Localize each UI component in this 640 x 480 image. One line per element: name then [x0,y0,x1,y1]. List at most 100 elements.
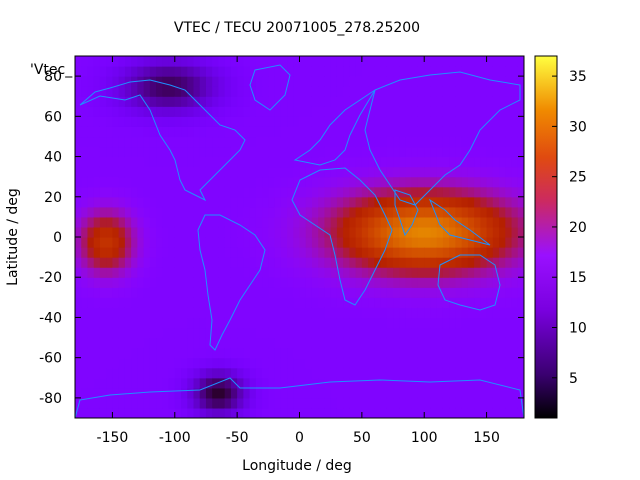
heatmap-cell [162,56,170,67]
heatmap-cell [442,146,450,158]
heatmap-cell [424,66,432,77]
heatmap-cell [405,307,413,319]
heatmap-cell [480,287,488,298]
heatmap-cell [374,106,382,117]
heatmap-cell [293,257,301,268]
heatmap-cell [461,237,469,248]
heatmap-cell [386,397,394,409]
heatmap-cell [336,387,344,399]
heatmap-cell [93,257,101,268]
heatmap-cell [106,297,114,308]
heatmap-cell [118,76,126,87]
heatmap-cell [299,96,307,107]
heatmap-cell [461,327,469,339]
heatmap-cell [81,176,89,188]
heatmap-cell [181,387,188,399]
heatmap-cell [143,196,151,208]
heatmap-cell [374,357,382,369]
heatmap-cell [361,297,369,308]
heatmap-cell [224,106,232,117]
heatmap-cell [430,367,438,379]
heatmap-cell [505,297,513,308]
heatmap-cell [374,156,382,168]
heatmap-cell [156,307,163,319]
heatmap-cell [411,287,419,298]
heatmap-cell [330,76,338,87]
heatmap-cell [87,377,95,389]
heatmap-cell [336,367,344,379]
heatmap-cell [255,327,263,339]
heatmap-cell [492,307,500,319]
heatmap-cell [311,257,319,268]
heatmap-cell [168,56,176,67]
heatmap-cell [274,216,282,228]
heatmap-cell [249,237,257,248]
heatmap-cell [305,126,313,138]
heatmap-cell [486,66,494,77]
heatmap-cell [355,297,363,308]
heatmap-cell [174,257,182,268]
heatmap-cell [87,287,95,298]
heatmap-cell [343,327,350,339]
heatmap-cell [299,287,307,298]
heatmap-cell [199,96,207,107]
heatmap-cell [118,66,126,77]
heatmap-cell [237,76,244,87]
heatmap-cell [99,96,107,107]
heatmap-cell [187,237,195,248]
heatmap-cell [305,347,313,359]
heatmap-cell [380,407,388,418]
heatmap-cell [224,56,232,67]
heatmap-cell [137,216,145,228]
heatmap-cell [199,317,207,329]
heatmap-cell [430,277,438,288]
heatmap-cell [467,287,475,298]
heatmap-cell [349,327,357,339]
heatmap-cell [517,357,524,369]
heatmap-cell [442,66,450,77]
heatmap-cell [467,337,475,349]
heatmap-cell [492,116,500,127]
heatmap-cell [99,116,107,127]
heatmap-cell [436,166,444,178]
heatmap-cell [368,347,375,359]
heatmap-cell [218,347,226,359]
heatmap-cell [449,287,457,298]
heatmap-cell [87,247,95,258]
coastline-greenland [249,64,291,111]
heatmap-cell [393,226,400,238]
heatmap-cell [81,357,89,369]
heatmap-cell [93,367,101,379]
heatmap-cell [499,307,506,319]
heatmap-cell [149,267,157,278]
heatmap-cell [237,106,244,117]
heatmap-cell [474,267,481,278]
heatmap-cell [181,367,188,379]
heatmap-cell [174,176,182,188]
heatmap-cell [511,86,519,97]
heatmap-cell [486,287,494,298]
colorbar-tick-label: 25 [569,170,587,186]
y-tick-label: 80 [44,69,62,85]
heatmap-cell [156,267,163,278]
heatmap-cell [349,237,357,248]
heatmap-cell [81,327,89,339]
heatmap-cell [212,367,220,379]
heatmap-cell [505,136,513,148]
heatmap-cell [243,126,251,138]
heatmap-cell [424,126,432,138]
heatmap-cell [442,327,450,339]
heatmap-cell [455,76,463,87]
heatmap-cell [193,146,201,158]
heatmap-cell [355,226,363,238]
heatmap-cell [187,367,195,379]
heatmap-cell [455,317,463,329]
heatmap-cell [442,307,450,319]
heatmap-cell [505,267,513,278]
heatmap-cell [124,186,132,198]
heatmap-cell [249,116,257,127]
heatmap-cell [374,307,382,319]
heatmap-cell [87,186,95,198]
heatmap-cell [461,146,469,158]
heatmap-cell [517,267,524,278]
